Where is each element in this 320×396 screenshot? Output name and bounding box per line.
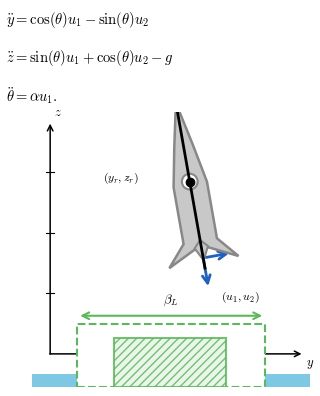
Text: $(u_1, u_2)$: $(u_1, u_2)$ (221, 290, 260, 305)
Bar (77, 324, 265, 387)
Text: $(y_r, z_r)$: $(y_r, z_r)$ (103, 171, 138, 186)
Polygon shape (169, 103, 238, 268)
Text: $\ddot{z} = \sin(\theta)u_1 + \cos(\theta)u_2 - g$: $\ddot{z} = \sin(\theta)u_1 + \cos(\thet… (6, 48, 174, 68)
Polygon shape (195, 240, 208, 260)
Text: $z$: $z$ (54, 106, 62, 119)
Bar (32, 374, 310, 387)
Text: $\ddot{y} = \cos(\theta)u_1 - \sin(\theta)u_2$: $\ddot{y} = \cos(\theta)u_1 - \sin(\thet… (6, 10, 149, 30)
Text: $\ddot{\theta} = \alpha u_1.$: $\ddot{\theta} = \alpha u_1.$ (6, 85, 58, 106)
Circle shape (182, 174, 198, 190)
Bar (114, 337, 226, 387)
Text: $y$: $y$ (306, 358, 314, 371)
Text: $\beta_L$: $\beta_L$ (164, 293, 179, 308)
